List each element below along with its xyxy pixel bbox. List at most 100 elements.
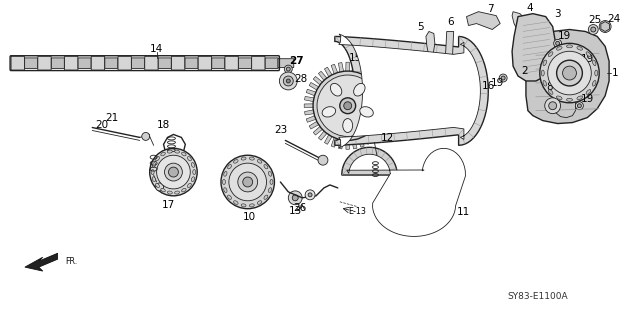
Circle shape [292, 195, 298, 201]
Circle shape [548, 102, 557, 110]
Polygon shape [601, 21, 610, 31]
Circle shape [150, 148, 197, 196]
Polygon shape [324, 67, 333, 78]
Polygon shape [357, 136, 364, 147]
Text: SY83-E1100A: SY83-E1100A [508, 292, 568, 301]
Text: 21: 21 [106, 113, 118, 123]
Ellipse shape [193, 170, 196, 174]
Polygon shape [339, 34, 480, 148]
FancyBboxPatch shape [145, 56, 158, 70]
Polygon shape [352, 138, 357, 149]
Text: 24: 24 [608, 14, 620, 24]
Polygon shape [318, 71, 328, 82]
Ellipse shape [182, 188, 186, 192]
Circle shape [308, 193, 312, 197]
Text: 19: 19 [490, 78, 504, 88]
Circle shape [142, 132, 150, 140]
FancyBboxPatch shape [78, 58, 91, 68]
Polygon shape [357, 64, 364, 76]
Polygon shape [309, 83, 320, 91]
Ellipse shape [548, 90, 553, 94]
Polygon shape [555, 63, 577, 103]
Ellipse shape [182, 152, 186, 156]
Circle shape [557, 60, 582, 86]
Ellipse shape [168, 150, 172, 153]
Circle shape [305, 190, 315, 200]
Polygon shape [338, 138, 344, 149]
Polygon shape [313, 125, 324, 135]
Ellipse shape [343, 119, 353, 132]
Ellipse shape [268, 172, 271, 176]
Circle shape [283, 76, 293, 86]
Polygon shape [306, 115, 318, 122]
Ellipse shape [249, 157, 254, 160]
Text: 5: 5 [418, 21, 424, 32]
FancyBboxPatch shape [185, 58, 198, 68]
Ellipse shape [548, 52, 553, 57]
Text: E-13: E-13 [348, 207, 366, 216]
Ellipse shape [543, 81, 547, 86]
Polygon shape [367, 71, 377, 82]
Polygon shape [331, 136, 338, 147]
Circle shape [575, 102, 583, 110]
Circle shape [169, 167, 178, 177]
Ellipse shape [152, 163, 155, 167]
Ellipse shape [187, 183, 191, 188]
Polygon shape [324, 133, 333, 144]
Circle shape [289, 191, 302, 205]
Circle shape [238, 172, 257, 192]
Text: 6: 6 [447, 17, 454, 27]
Ellipse shape [191, 177, 195, 181]
Polygon shape [380, 96, 391, 102]
Circle shape [499, 74, 507, 82]
Text: 27: 27 [289, 56, 304, 66]
Ellipse shape [264, 195, 268, 199]
FancyBboxPatch shape [159, 58, 171, 68]
Text: 15: 15 [349, 53, 362, 63]
Polygon shape [306, 89, 318, 96]
Text: 8: 8 [547, 82, 553, 92]
Polygon shape [347, 148, 466, 236]
Text: 19: 19 [581, 94, 594, 104]
Polygon shape [375, 120, 386, 129]
Circle shape [555, 41, 559, 45]
Circle shape [562, 66, 576, 80]
Circle shape [229, 163, 266, 201]
Circle shape [286, 67, 290, 71]
Circle shape [340, 98, 355, 114]
Polygon shape [380, 104, 391, 108]
FancyBboxPatch shape [198, 56, 211, 70]
FancyBboxPatch shape [132, 58, 145, 68]
Text: 2: 2 [522, 66, 528, 76]
FancyBboxPatch shape [252, 56, 265, 70]
FancyBboxPatch shape [91, 56, 104, 70]
Polygon shape [426, 31, 435, 56]
Circle shape [577, 64, 582, 68]
Circle shape [284, 65, 292, 73]
Polygon shape [313, 76, 324, 86]
Ellipse shape [331, 84, 342, 96]
Ellipse shape [577, 47, 582, 50]
Ellipse shape [187, 156, 191, 161]
Ellipse shape [268, 188, 271, 193]
Ellipse shape [175, 191, 180, 194]
Text: 9: 9 [579, 72, 585, 82]
Text: 22: 22 [404, 101, 418, 111]
Polygon shape [362, 67, 371, 78]
Circle shape [317, 75, 378, 136]
Ellipse shape [249, 204, 254, 207]
Ellipse shape [566, 98, 573, 101]
Ellipse shape [234, 201, 238, 204]
Text: 26: 26 [294, 203, 307, 213]
Ellipse shape [257, 160, 262, 163]
Ellipse shape [175, 150, 180, 153]
Ellipse shape [592, 60, 596, 66]
Ellipse shape [155, 183, 159, 188]
Circle shape [318, 155, 328, 165]
Polygon shape [318, 130, 328, 140]
Circle shape [397, 108, 402, 113]
Ellipse shape [168, 191, 172, 194]
Ellipse shape [566, 45, 573, 48]
Ellipse shape [234, 160, 238, 163]
Ellipse shape [222, 180, 225, 184]
